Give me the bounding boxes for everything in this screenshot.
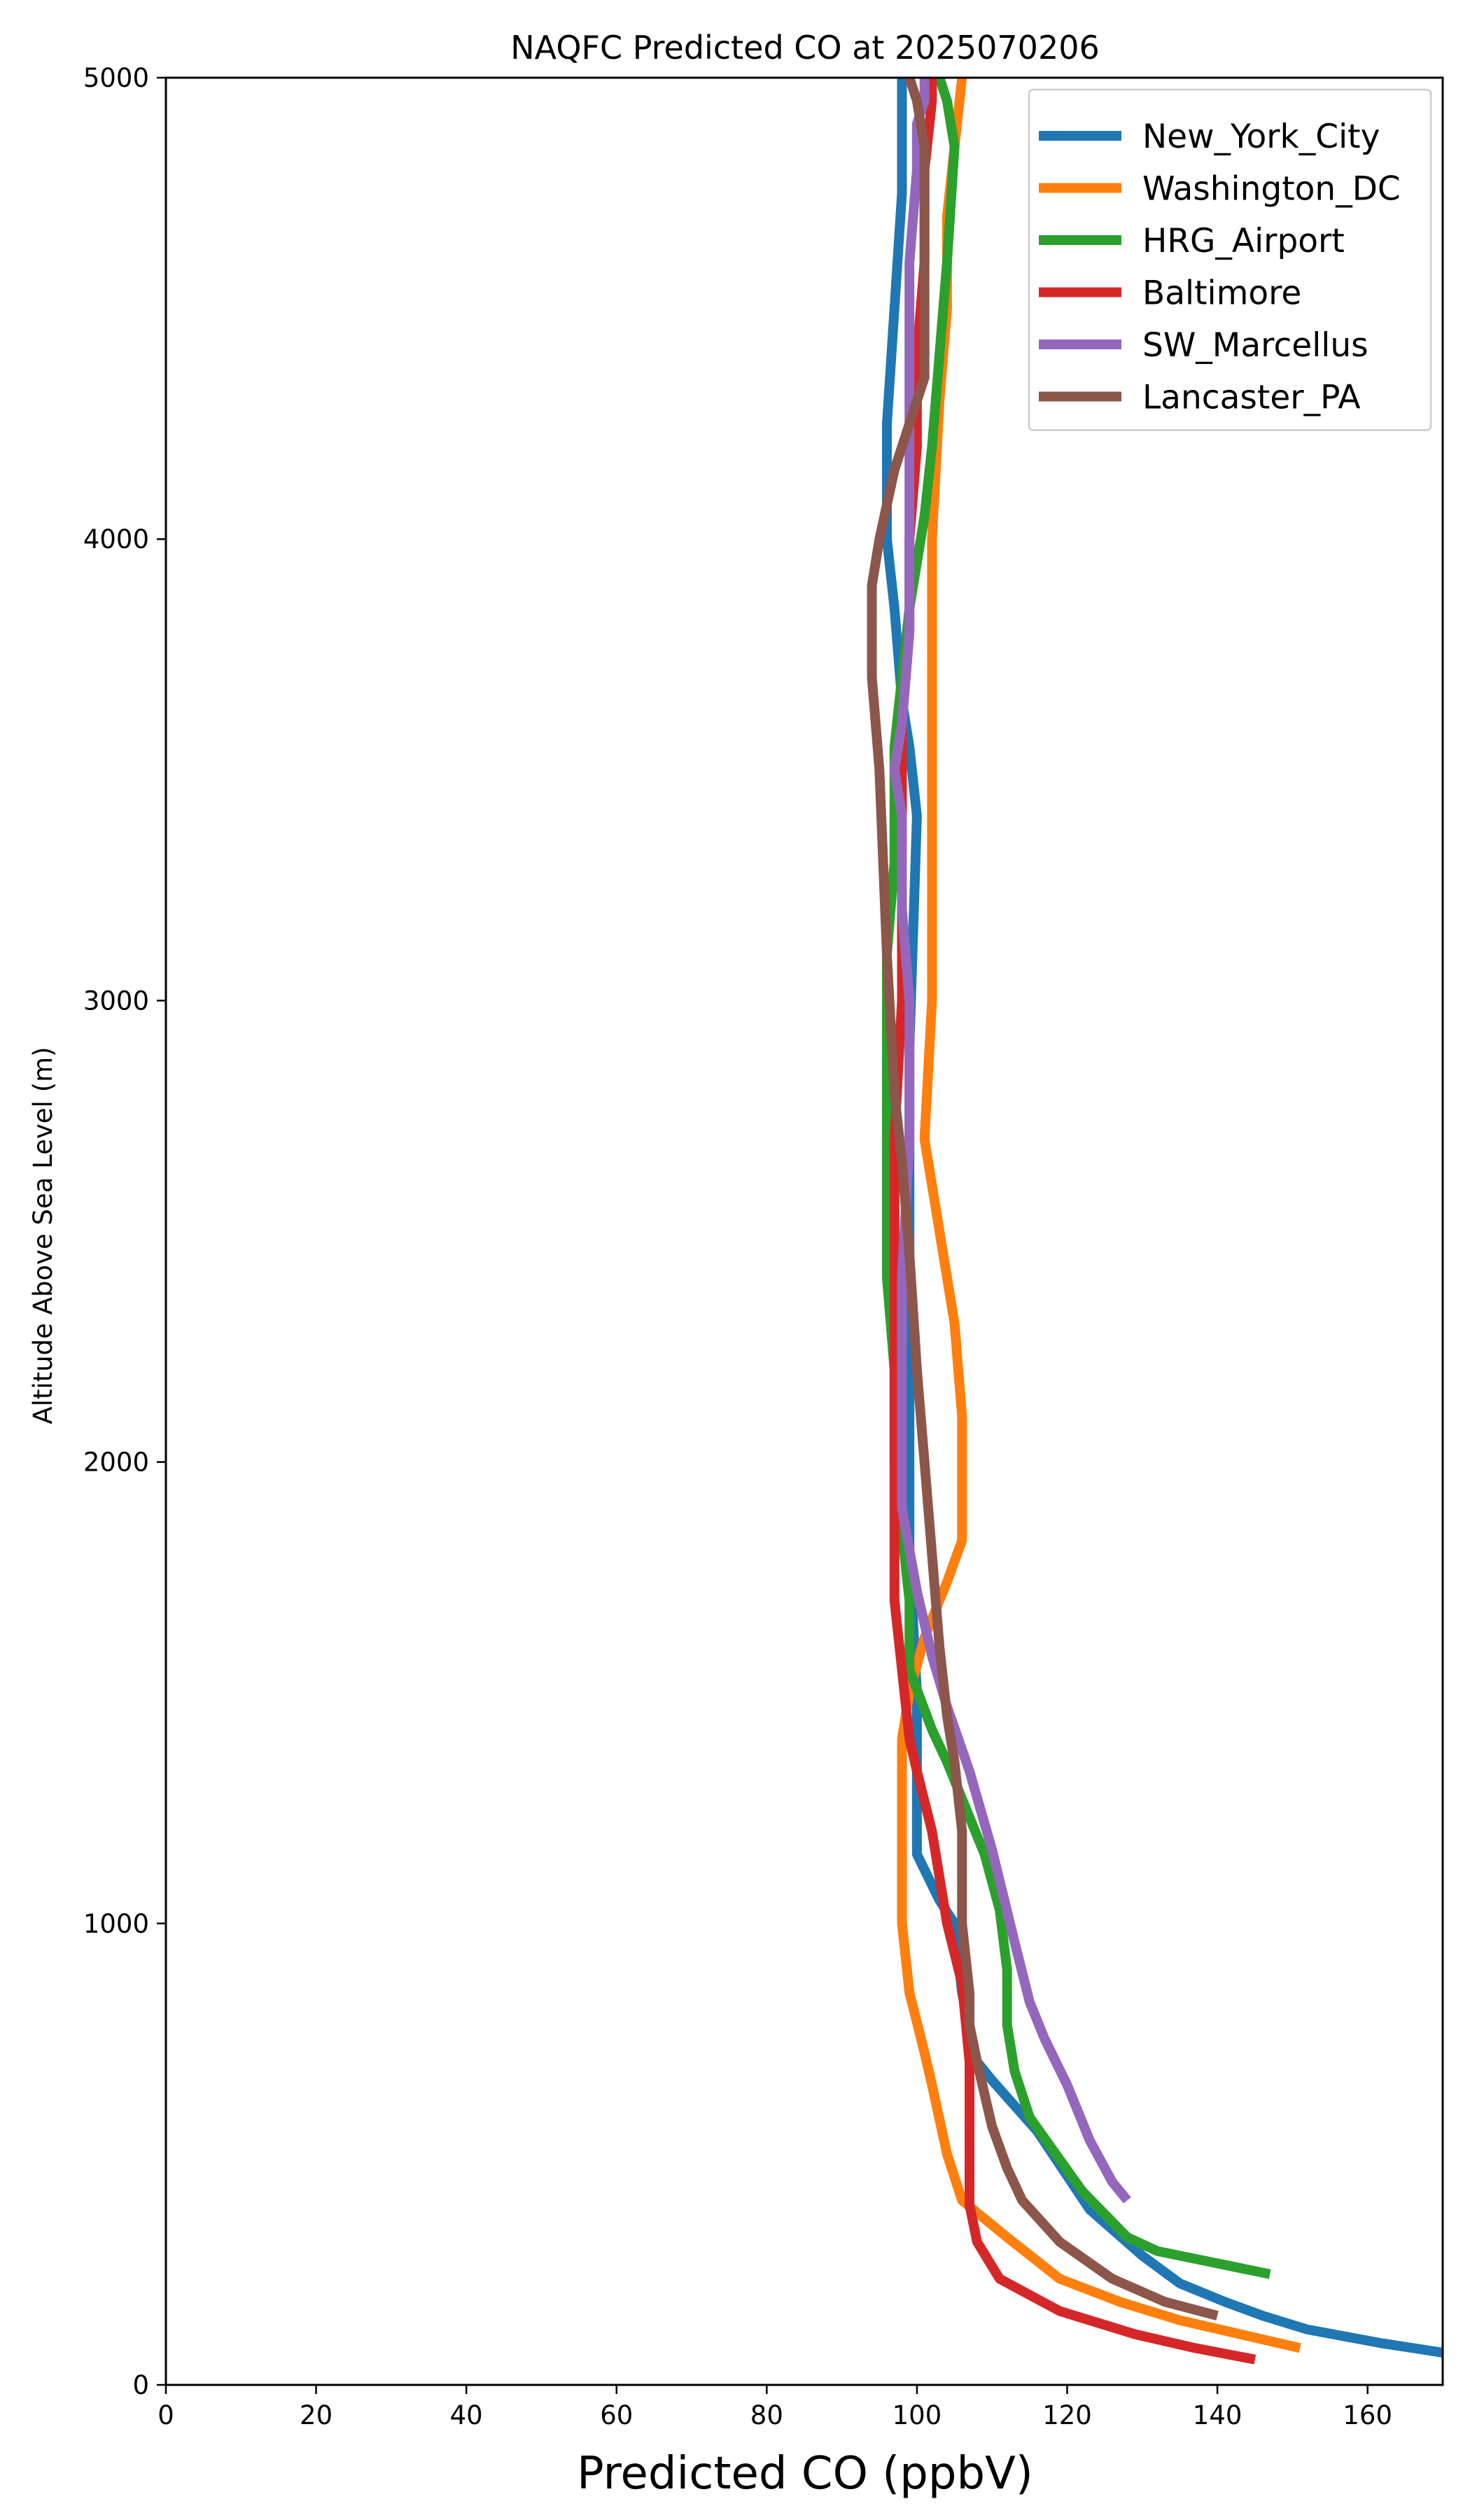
legend-entry-label: HRG_Airport bbox=[1142, 222, 1345, 260]
legend-entry-label: Baltimore bbox=[1142, 274, 1301, 313]
x-axis-label: Predicted CO (ppbV) bbox=[577, 2448, 1033, 2500]
y-axis-label: Altitude Above Sea Level (m) bbox=[28, 1046, 58, 1424]
y-tick-label: 3000 bbox=[83, 986, 149, 1016]
series-line-baltimore bbox=[889, 78, 1256, 2365]
y-axis: 0 1000 2000 3000 4000 5000 bbox=[83, 63, 166, 2400]
series-layer bbox=[867, 78, 1443, 2365]
x-axis: 0 20 40 60 80 100 120 140 160 bbox=[158, 2385, 1392, 2430]
chart-title: NAQFC Predicted CO at 2025070206 bbox=[510, 29, 1100, 66]
legend-entry-label: Washington_DC bbox=[1142, 170, 1401, 209]
x-tick-label: 120 bbox=[1042, 2400, 1092, 2430]
legend-entry-label: New_York_City bbox=[1142, 118, 1380, 156]
x-tick-label: 80 bbox=[750, 2400, 783, 2430]
y-tick-label: 2000 bbox=[83, 1448, 149, 1478]
y-tick-label: 1000 bbox=[83, 1909, 149, 1939]
plot-frame bbox=[164, 76, 1444, 2386]
y-tick-label: 5000 bbox=[83, 63, 149, 93]
legend-box bbox=[1028, 88, 1432, 431]
series-line-lancaster-pa bbox=[867, 78, 1219, 2320]
y-tick-label: 4000 bbox=[83, 524, 149, 554]
legend-entry-label: SW_Marcellus bbox=[1142, 326, 1368, 365]
x-tick-label: 40 bbox=[450, 2400, 483, 2430]
x-tick-label: 60 bbox=[600, 2400, 633, 2430]
x-tick-label: 160 bbox=[1343, 2400, 1392, 2430]
x-tick-label: 140 bbox=[1193, 2400, 1242, 2430]
series-line-washington-dc bbox=[897, 78, 1301, 2353]
series-line-sw-marcellus bbox=[889, 78, 1131, 2204]
x-tick-label: 100 bbox=[892, 2400, 942, 2430]
x-tick-label: 0 bbox=[158, 2400, 174, 2430]
legend-entry-label: Lancaster_PA bbox=[1142, 379, 1361, 417]
y-tick-label: 0 bbox=[132, 2370, 149, 2400]
legend: New_York_City Washington_DC HRG_Airport Bal… bbox=[1028, 88, 1432, 431]
x-tick-label: 20 bbox=[300, 2400, 332, 2430]
